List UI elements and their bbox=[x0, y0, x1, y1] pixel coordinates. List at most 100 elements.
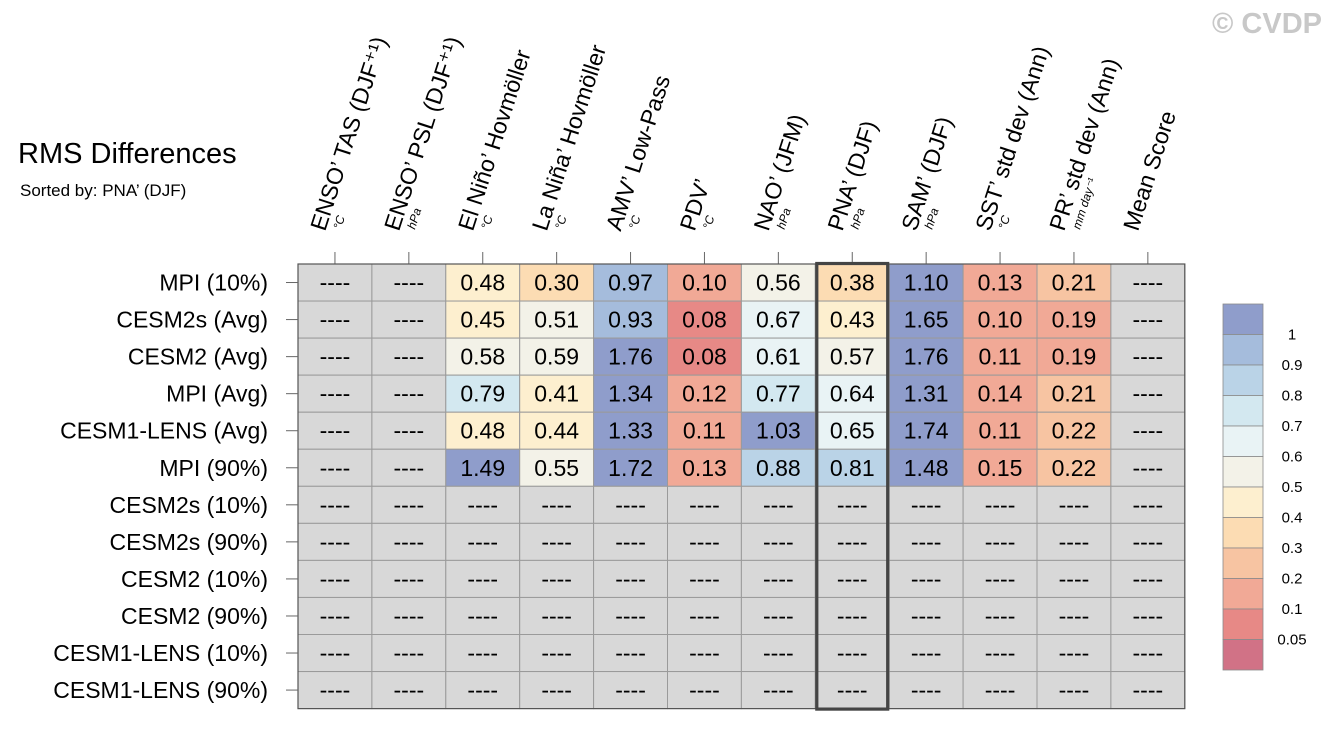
cell-value: ---- bbox=[689, 566, 720, 592]
cell-value: 0.48 bbox=[460, 270, 505, 296]
cell-value: ---- bbox=[1133, 492, 1164, 518]
chart-subtitle: Sorted by: PNA’ (DJF) bbox=[20, 181, 186, 200]
heatmap-cell bbox=[888, 522, 964, 561]
column-label: El Niño’ Hovmöller bbox=[453, 46, 536, 233]
cell-value: ---- bbox=[320, 307, 351, 333]
heatmap-cell bbox=[962, 671, 1038, 710]
heatmap-cell bbox=[371, 671, 447, 710]
cell-value: ---- bbox=[541, 640, 572, 666]
heatmap-cell bbox=[1110, 263, 1186, 302]
heatmap-cell bbox=[962, 263, 1038, 302]
cell-value: ---- bbox=[1133, 270, 1164, 296]
cell-value: ---- bbox=[394, 270, 425, 296]
cell-value: 1.74 bbox=[904, 418, 949, 444]
heatmap-cell bbox=[814, 596, 890, 636]
column-label: ENSO’ TAS (DJF⁺¹) bbox=[305, 33, 392, 233]
heatmap-cell bbox=[667, 522, 742, 561]
cell-value: ---- bbox=[837, 492, 868, 518]
colorbar-swatch bbox=[1222, 578, 1264, 610]
heatmap-cell bbox=[445, 411, 521, 450]
cell-value: ---- bbox=[1059, 677, 1090, 703]
cell-value: 0.43 bbox=[830, 307, 875, 333]
column-unit: hPa bbox=[922, 206, 942, 231]
cell-value: 0.88 bbox=[756, 455, 801, 481]
cell-value: ---- bbox=[985, 603, 1016, 629]
cell-value: ---- bbox=[394, 492, 425, 518]
cell-value: 0.56 bbox=[756, 270, 801, 296]
heatmap-cell bbox=[445, 300, 521, 339]
cell-value: 0.08 bbox=[682, 307, 727, 333]
cell-value: ---- bbox=[467, 492, 498, 518]
heatmap-cell bbox=[519, 411, 595, 450]
row-label: MPI (90%) bbox=[159, 455, 268, 481]
heatmap-grid: ---- ---- 0.48 0.30 0.97 0.10 0.56 0.38 1.10 0.13… bbox=[297, 261, 1186, 711]
heatmap-cell bbox=[888, 559, 964, 598]
heatmap-cell bbox=[445, 337, 521, 376]
cell-value: 1.76 bbox=[608, 344, 653, 370]
heatmap-cell bbox=[667, 634, 742, 673]
cell-value: ---- bbox=[615, 677, 646, 703]
cell-value: 0.22 bbox=[1052, 418, 1097, 444]
cell-value: ---- bbox=[615, 529, 646, 555]
cell-value: ---- bbox=[689, 492, 720, 518]
cell-value: ---- bbox=[615, 492, 646, 518]
cell-value: ---- bbox=[763, 529, 794, 555]
heatmap-cell bbox=[1110, 374, 1186, 413]
cell-value: ---- bbox=[911, 566, 942, 592]
cell-value: ---- bbox=[1133, 307, 1164, 333]
heatmap-cell bbox=[962, 337, 1038, 376]
heatmap-cell bbox=[667, 337, 742, 376]
column-unit: °C bbox=[700, 213, 718, 230]
colorbar-tick-label: 0.2 bbox=[1282, 571, 1303, 588]
row-label: MPI (Avg) bbox=[166, 381, 268, 407]
heatmap-cell bbox=[740, 374, 816, 413]
row-label: CESM2s (Avg) bbox=[116, 307, 268, 333]
row-labels: MPI (10%) CESM2s (Avg) CESM2 (Avg) MPI (Avg… bbox=[53, 270, 298, 703]
cell-value: ---- bbox=[985, 566, 1016, 592]
cell-value: ---- bbox=[911, 640, 942, 666]
heatmap-cell bbox=[445, 671, 521, 710]
heatmap-cell bbox=[740, 263, 816, 302]
cell-value: ---- bbox=[320, 529, 351, 555]
cell-value: 0.65 bbox=[830, 418, 875, 444]
cell-value: 0.12 bbox=[682, 381, 727, 407]
heatmap-cell bbox=[297, 337, 373, 376]
heatmap-cell bbox=[962, 374, 1038, 413]
colorbar-tick-label: 0.05 bbox=[1277, 632, 1306, 649]
heatmap-cell bbox=[593, 634, 668, 673]
row-label: CESM1-LENS (10%) bbox=[53, 640, 268, 666]
grid-border bbox=[297, 263, 1186, 710]
cell-value: ---- bbox=[541, 529, 572, 555]
cell-value: ---- bbox=[394, 529, 425, 555]
cell-value: ---- bbox=[689, 640, 720, 666]
cell-value: 0.59 bbox=[534, 344, 579, 370]
heatmap-cell bbox=[740, 300, 816, 339]
heatmap-cell bbox=[1110, 485, 1186, 524]
heatmap-cell bbox=[445, 448, 521, 487]
cell-value: ---- bbox=[837, 603, 868, 629]
cell-value: ---- bbox=[911, 492, 942, 518]
cell-value: 0.45 bbox=[460, 307, 505, 333]
cell-value: 1.72 bbox=[608, 455, 653, 481]
cell-value: 0.58 bbox=[460, 344, 505, 370]
heatmap-cell bbox=[445, 559, 521, 598]
heatmap-cell bbox=[445, 596, 521, 636]
cell-value: ---- bbox=[1133, 529, 1164, 555]
cell-value: ---- bbox=[467, 640, 498, 666]
heatmap-cell bbox=[667, 263, 742, 302]
heatmap-cell bbox=[962, 448, 1038, 487]
heatmap-cell bbox=[814, 559, 890, 598]
colorbar-tick-label: 1 bbox=[1288, 327, 1296, 344]
cell-value: ---- bbox=[1133, 677, 1164, 703]
colorbar-swatch bbox=[1222, 395, 1264, 427]
heatmap-cell bbox=[1110, 337, 1186, 376]
highlighted-column-frame bbox=[815, 261, 890, 711]
cell-value: ---- bbox=[1133, 566, 1164, 592]
cell-value: ---- bbox=[1133, 344, 1164, 370]
cell-value: 0.08 bbox=[682, 344, 727, 370]
heatmap-cell bbox=[593, 671, 668, 710]
heatmap-cell bbox=[740, 634, 816, 673]
cell-value: 0.11 bbox=[683, 418, 726, 444]
cell-value: ---- bbox=[763, 677, 794, 703]
